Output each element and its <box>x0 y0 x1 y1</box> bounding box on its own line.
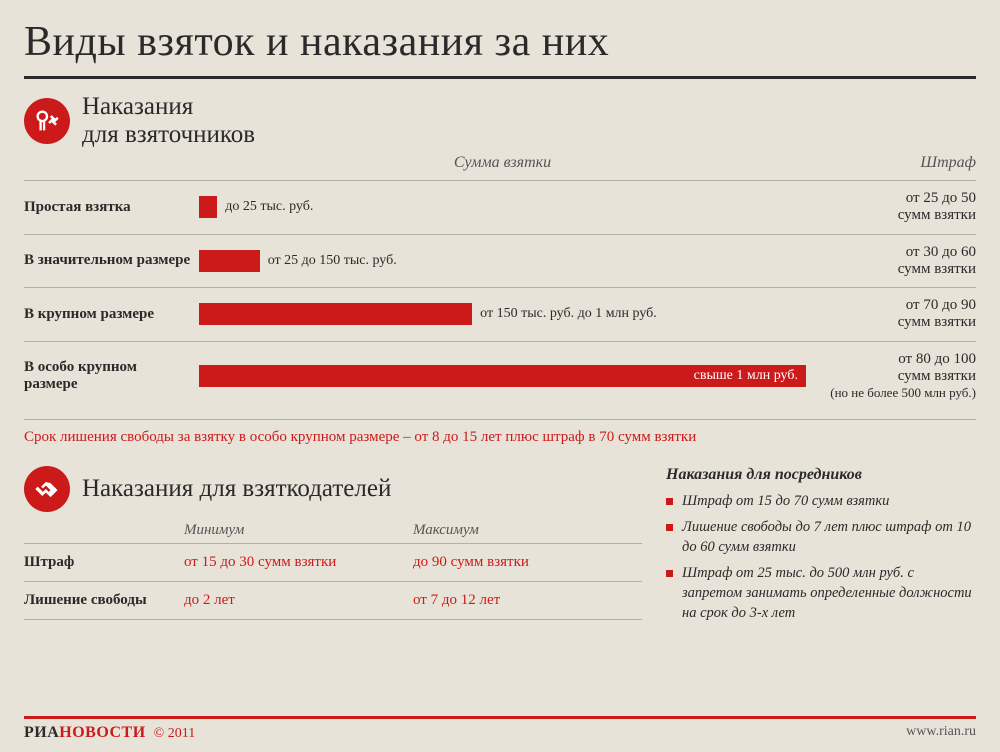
section1-note: Срок лишения свободы за взятку в особо к… <box>24 419 976 448</box>
bars-container: Простая взятка до 25 тыс. руб. от 25 до 50… <box>24 180 976 411</box>
section1-title: Наказания для взяточников <box>82 93 255 148</box>
bar-area: до 25 тыс. руб. <box>199 196 806 218</box>
handshake-icon <box>24 466 70 512</box>
section1-col-headers: Сумма взятки Штраф <box>24 154 976 172</box>
mediators-item: Штраф от 25 тыс. до 500 млн руб. с запре… <box>666 564 976 623</box>
page-title: Виды взяток и наказания за них <box>24 18 976 79</box>
penalty: от 80 до 100сумм взятки(но не более 500 … <box>806 351 976 403</box>
bar-row: В крупном размере от 150 тыс. руб. до 1 м… <box>24 287 976 341</box>
penalty: от 70 до 90сумм взятки <box>806 297 976 332</box>
section1-header: Наказания для взяточников <box>24 93 976 148</box>
handcuffs-icon <box>24 98 70 144</box>
bar-label: В крупном размере <box>24 306 199 323</box>
givers-max: от 7 до 12 лет <box>413 592 642 609</box>
bar-text: от 150 тыс. руб. до 1 млн руб. <box>472 303 657 325</box>
section2-header: Наказания для взяткодателей <box>24 466 642 512</box>
bar-label: В значительном размере <box>24 252 199 269</box>
col-min: Минимум <box>184 522 413 539</box>
bar-text: до 25 тыс. руб. <box>217 196 313 218</box>
mediators-title: Наказания для посредников <box>666 466 976 484</box>
bar-area: от 25 до 150 тыс. руб. <box>199 250 806 272</box>
bar-area: от 150 тыс. руб. до 1 млн руб. <box>199 303 806 325</box>
givers-min: до 2 лет <box>184 592 413 609</box>
penalty: от 25 до 50сумм взятки <box>806 190 976 225</box>
givers-row: Штрафот 15 до 30 сумм взяткидо 90 сумм в… <box>24 543 642 581</box>
bar-label: В особо крупном размере <box>24 359 199 394</box>
givers-label: Лишение свободы <box>24 592 184 609</box>
bar <box>199 196 217 218</box>
mediators-item: Лишение свободы до 7 лет плюс штраф от 1… <box>666 518 976 557</box>
penalty: от 30 до 60сумм взятки <box>806 244 976 279</box>
col-penalty: Штраф <box>806 154 976 172</box>
bar-row: В особо крупном размересвыше 1 млн руб.о… <box>24 341 976 412</box>
bar-row: В значительном размере от 25 до 150 тыс. … <box>24 234 976 288</box>
brand: РИАНОВОСТИ <box>24 724 146 742</box>
givers-table: Минимум Максимум Штрафот 15 до 30 сумм в… <box>24 522 642 620</box>
bar-area: свыше 1 млн руб. <box>199 365 806 387</box>
footer: РИАНОВОСТИ © 2011 www.rian.ru <box>24 716 976 742</box>
mediators-item: Штраф от 15 до 70 сумм взятки <box>666 492 976 512</box>
bar-label: Простая взятка <box>24 199 199 216</box>
col-amount: Сумма взятки <box>199 154 806 172</box>
bar-row: Простая взятка до 25 тыс. руб. от 25 до 50… <box>24 180 976 234</box>
givers-max: до 90 сумм взятки <box>413 554 642 571</box>
givers-label: Штраф <box>24 554 184 571</box>
section2-title: Наказания для взяткодателей <box>82 475 391 503</box>
footer-url: www.rian.ru <box>906 724 976 742</box>
givers-min: от 15 до 30 сумм взятки <box>184 554 413 571</box>
mediators-list: Штраф от 15 до 70 сумм взятки Лишение сво… <box>666 492 976 623</box>
bar: свыше 1 млн руб. <box>199 365 806 387</box>
bar <box>199 303 472 325</box>
givers-row: Лишение свободыдо 2 летот 7 до 12 лет <box>24 581 642 620</box>
copyright: © 2011 <box>154 726 196 742</box>
bar-text: от 25 до 150 тыс. руб. <box>260 250 397 272</box>
bar <box>199 250 260 272</box>
col-max: Максимум <box>413 522 642 539</box>
